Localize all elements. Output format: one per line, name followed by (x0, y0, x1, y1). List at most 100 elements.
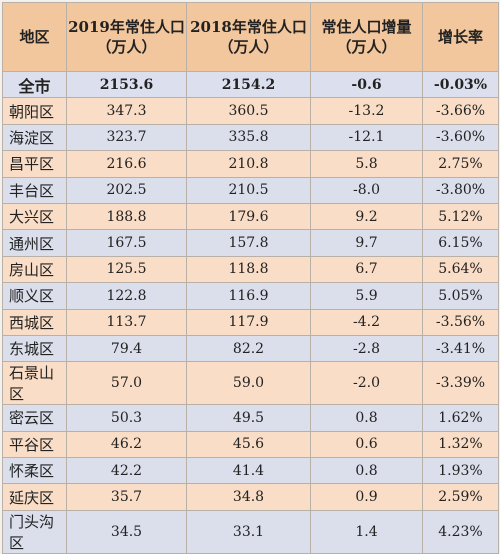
total-growth: -0.03% (422, 70, 499, 99)
increase-cell: -2.0 (310, 361, 423, 406)
pop-2019-cell: 125.5 (66, 255, 187, 284)
table-row: 密云区 50.3 49.5 0.8 1.62% (2, 404, 499, 432)
header-pop-2018-line2: （万人） (218, 38, 279, 56)
district-name: 西城区 (2, 308, 67, 336)
table-row: 大兴区 188.8 179.6 9.2 5.12% (2, 202, 499, 231)
pop-2019-cell: 188.8 (66, 202, 187, 231)
pop-2018-cell: 45.6 (186, 430, 311, 459)
increase-cell: -8.0 (310, 176, 423, 204)
table-row: 东城区 79.4 82.2 -2.8 -3.41% (2, 334, 499, 363)
table-header-row: 地区 2019年常住人口 （万人） 2018年常住人口 （万人） 常住人口增量 … (2, 2, 499, 72)
table-row: 延庆区 35.7 34.8 0.9 2.59% (2, 483, 499, 511)
pop-2019-cell: 79.4 (66, 334, 187, 363)
table-row: 石景山区 57.0 59.0 -2.0 -3.39% (2, 361, 499, 406)
header-increase: 常住人口增量 （万人） (310, 2, 423, 72)
increase-cell: 9.2 (310, 202, 423, 231)
increase-cell: 6.7 (310, 255, 423, 284)
pop-2019-cell: 167.5 (66, 229, 187, 257)
table-row: 房山区 125.5 118.8 6.7 5.64% (2, 255, 499, 284)
increase-cell: 0.9 (310, 483, 423, 511)
table-row: 顺义区 122.8 116.9 5.9 5.05% (2, 282, 499, 310)
growth-rate-cell: -3.60% (422, 123, 499, 152)
pop-2019-cell: 113.7 (66, 308, 187, 336)
pop-2019-cell: 46.2 (66, 430, 187, 459)
table-row: 朝阳区 347.3 360.5 -13.2 -3.66% (2, 97, 499, 125)
pop-2019-cell: 34.5 (66, 509, 187, 554)
table-row: 西城区 113.7 117.9 -4.2 -3.56% (2, 308, 499, 336)
district-name: 怀柔区 (2, 457, 67, 485)
increase-cell: 1.4 (310, 509, 423, 554)
header-increase-line2: （万人） (336, 38, 397, 56)
pop-2019-cell: 347.3 (66, 97, 187, 125)
pop-2018-cell: 157.8 (186, 229, 311, 257)
pop-2018-cell: 59.0 (186, 361, 311, 406)
increase-cell: -13.2 (310, 97, 423, 125)
header-pop-2018: 2018年常住人口 （万人） (186, 2, 311, 72)
pop-2019-cell: 50.3 (66, 404, 187, 432)
increase-cell: -2.8 (310, 334, 423, 363)
district-name: 平谷区 (2, 430, 67, 459)
table-row: 怀柔区 42.2 41.4 0.8 1.93% (2, 457, 499, 485)
pop-2019-cell: 216.6 (66, 150, 187, 178)
header-growth: 增长率 (422, 2, 499, 72)
district-name: 门头沟区 (2, 509, 67, 554)
pop-2019-cell: 35.7 (66, 483, 187, 511)
growth-rate-cell: 1.62% (422, 404, 499, 432)
table-row: 平谷区 46.2 45.6 0.6 1.32% (2, 430, 499, 459)
pop-2018-cell: 33.1 (186, 509, 311, 554)
pop-2018-cell: 41.4 (186, 457, 311, 485)
increase-cell: 0.6 (310, 430, 423, 459)
header-district: 地区 (2, 2, 67, 72)
header-pop-2018-line1: 2018年常住人口 (190, 18, 307, 36)
increase-cell: -4.2 (310, 308, 423, 336)
total-increase: -0.6 (310, 70, 423, 99)
increase-cell: -12.1 (310, 123, 423, 152)
district-name: 朝阳区 (2, 97, 67, 125)
growth-rate-cell: 1.32% (422, 430, 499, 459)
header-increase-line1: 常住人口增量 (321, 18, 412, 36)
pop-2018-cell: 360.5 (186, 97, 311, 125)
growth-rate-cell: 2.59% (422, 483, 499, 511)
district-name: 延庆区 (2, 483, 67, 511)
pop-2018-cell: 117.9 (186, 308, 311, 336)
district-name: 海淀区 (2, 123, 67, 152)
pop-2019-cell: 202.5 (66, 176, 187, 204)
growth-rate-cell: -3.80% (422, 176, 499, 204)
header-pop-2019: 2019年常住人口 （万人） (66, 2, 187, 72)
growth-rate-cell: -3.56% (422, 308, 499, 336)
total-pop-2018: 2154.2 (186, 70, 311, 99)
district-name: 丰台区 (2, 176, 67, 204)
growth-rate-cell: 1.93% (422, 457, 499, 485)
growth-rate-cell: 2.75% (422, 150, 499, 178)
pop-2018-cell: 34.8 (186, 483, 311, 511)
pop-2018-cell: 49.5 (186, 404, 311, 432)
pop-2018-cell: 210.8 (186, 150, 311, 178)
table-row: 通州区 167.5 157.8 9.7 6.15% (2, 229, 499, 257)
increase-cell: 9.7 (310, 229, 423, 257)
growth-rate-cell: -3.39% (422, 361, 499, 406)
increase-cell: 0.8 (310, 404, 423, 432)
pop-2019-cell: 57.0 (66, 361, 187, 406)
pop-2018-cell: 179.6 (186, 202, 311, 231)
table-body: 全市 2153.6 2154.2 -0.6 -0.03% 朝阳区 347.3 360… (2, 70, 499, 554)
pop-2019-cell: 122.8 (66, 282, 187, 310)
table-row: 昌平区 216.6 210.8 5.8 2.75% (2, 150, 499, 178)
district-name: 大兴区 (2, 202, 67, 231)
pop-2018-cell: 335.8 (186, 123, 311, 152)
pop-2018-cell: 116.9 (186, 282, 311, 310)
header-pop-2019-line2: （万人） (96, 38, 157, 56)
growth-rate-cell: 6.15% (422, 229, 499, 257)
district-name: 昌平区 (2, 150, 67, 178)
district-name: 密云区 (2, 404, 67, 432)
growth-rate-cell: 4.23% (422, 509, 499, 554)
increase-cell: 0.8 (310, 457, 423, 485)
total-pop-2019: 2153.6 (66, 70, 187, 99)
pop-2019-cell: 42.2 (66, 457, 187, 485)
pop-2018-cell: 118.8 (186, 255, 311, 284)
total-name: 全市 (2, 70, 67, 99)
table-row: 丰台区 202.5 210.5 -8.0 -3.80% (2, 176, 499, 204)
growth-rate-cell: 5.12% (422, 202, 499, 231)
total-row: 全市 2153.6 2154.2 -0.6 -0.03% (2, 70, 499, 99)
